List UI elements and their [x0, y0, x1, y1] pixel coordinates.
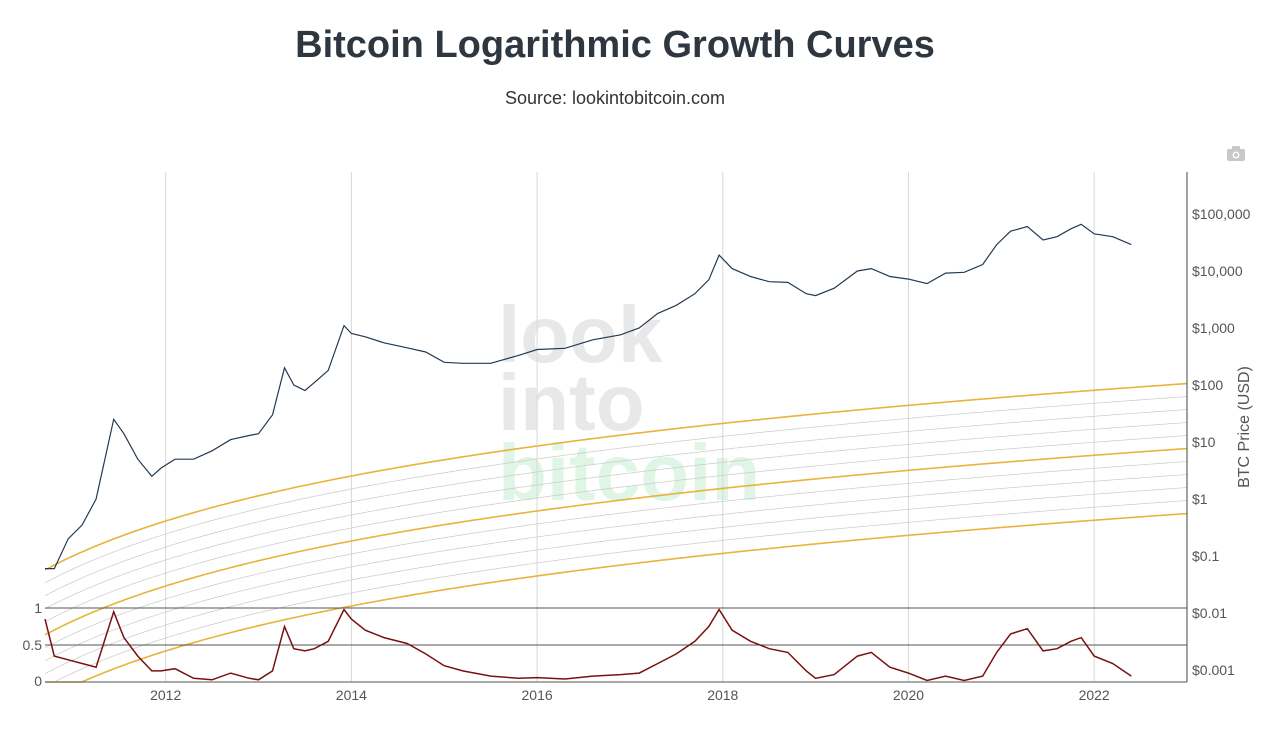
x-tick-2016: 2016	[522, 687, 553, 703]
osc-tick-0: 0	[34, 673, 42, 689]
y-tick-0: $100,000	[1192, 206, 1251, 222]
growth-band-6	[44, 435, 1188, 623]
y-tick-1: $10,000	[1192, 263, 1243, 279]
osc-tick-0.5: 0.5	[23, 637, 43, 653]
oscillator-panel: 1 0.5 0	[23, 600, 1187, 689]
osc-tick-1: 1	[34, 600, 42, 616]
growth-band-8	[44, 409, 1188, 597]
growth-band-10	[44, 382, 1188, 571]
growth-band-7	[44, 422, 1188, 610]
y-tick-4: $10	[1192, 434, 1216, 450]
growth-band-2	[44, 487, 1188, 675]
growth-band-3	[44, 474, 1188, 662]
growth-band-9	[44, 396, 1188, 584]
chart-subtitle: Source: lookintobitcoin.com	[504, 88, 726, 108]
y-axis-title: BTC Price (USD)	[1236, 366, 1253, 488]
x-tick-2012: 2012	[150, 687, 181, 703]
y-tick-7: $0.01	[1192, 605, 1227, 621]
camera-icon[interactable]	[1227, 146, 1245, 161]
y-tick-3: $100	[1192, 377, 1223, 393]
x-gridlines	[165, 172, 1095, 682]
growth-band-4	[44, 461, 1188, 649]
x-tick-2018: 2018	[707, 687, 738, 703]
y-tick-6: $0.1	[1192, 548, 1219, 564]
y-tick-5: $1	[1192, 491, 1208, 507]
y-tick-8: $0.001	[1192, 662, 1235, 678]
y-tick-2: $1,000	[1192, 320, 1235, 336]
watermark-line-1: look	[498, 290, 663, 379]
y-axis-ticks: $100,000 $10,000 $1,000 $100 $10 $1 $0.1 $0.01 $…	[1192, 206, 1251, 678]
growth-band-1	[45, 500, 1188, 683]
chart-title: Bitcoin Logarithmic Growth Curves	[295, 24, 935, 66]
oscillator-line	[44, 608, 1132, 682]
x-axis-ticks: 2012 2014 2016 2018 2020 2022	[150, 687, 1110, 703]
growth-band-0	[45, 512, 1188, 683]
x-tick-2020: 2020	[893, 687, 924, 703]
x-tick-2014: 2014	[336, 687, 367, 703]
growth-band-5	[44, 447, 1188, 636]
x-tick-2022: 2022	[1079, 687, 1110, 703]
watermark-line-2: into	[498, 358, 645, 447]
price-line	[45, 223, 1132, 570]
log-growth-bands	[44, 382, 1188, 683]
